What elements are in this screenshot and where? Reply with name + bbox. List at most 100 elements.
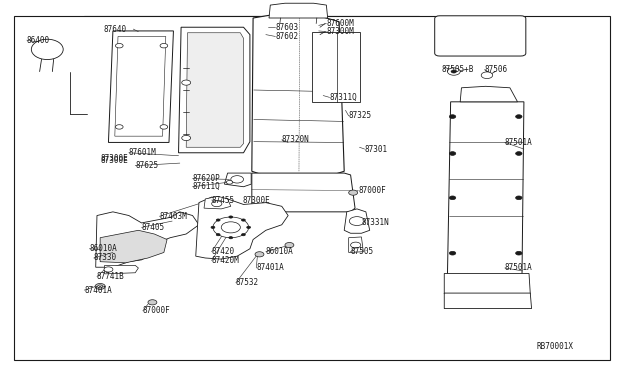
Polygon shape [204, 196, 231, 209]
Circle shape [516, 152, 522, 155]
Polygon shape [447, 102, 524, 275]
Circle shape [216, 219, 220, 221]
Circle shape [449, 115, 456, 118]
Text: 87506: 87506 [484, 65, 508, 74]
Text: 87311Q: 87311Q [330, 93, 357, 102]
Text: 86400: 86400 [27, 36, 50, 45]
Polygon shape [252, 173, 355, 212]
Text: 87403M: 87403M [159, 212, 187, 221]
Circle shape [285, 243, 294, 248]
Circle shape [221, 222, 241, 233]
Circle shape [246, 226, 250, 228]
Text: 87000F: 87000F [358, 186, 386, 195]
Text: 87611Q: 87611Q [193, 182, 220, 191]
Text: 87625: 87625 [135, 161, 158, 170]
Circle shape [182, 135, 191, 141]
Text: 87000F: 87000F [143, 306, 171, 315]
Circle shape [516, 115, 522, 118]
Polygon shape [108, 31, 173, 142]
Bar [475, 32, 499, 42]
Circle shape [211, 226, 215, 228]
Text: 87331N: 87331N [362, 218, 389, 227]
Circle shape [241, 219, 245, 221]
Polygon shape [225, 173, 251, 187]
Polygon shape [196, 197, 288, 259]
Text: 87401A: 87401A [84, 286, 112, 295]
Circle shape [160, 44, 168, 48]
Bar [445, 32, 472, 42]
Text: 87601M: 87601M [129, 148, 157, 157]
Circle shape [216, 234, 220, 236]
FancyBboxPatch shape [435, 16, 526, 56]
Text: 87300E: 87300E [100, 154, 128, 163]
Circle shape [241, 234, 245, 236]
Circle shape [447, 68, 460, 75]
Text: 87300E: 87300E [100, 155, 128, 165]
Circle shape [231, 176, 244, 183]
Text: 87300E: 87300E [243, 196, 270, 205]
Circle shape [212, 201, 222, 207]
Circle shape [98, 285, 102, 288]
Bar [84, 16, 419, 341]
Circle shape [351, 242, 361, 248]
Text: 87505: 87505 [351, 247, 374, 256]
Polygon shape [186, 33, 244, 147]
Circle shape [349, 190, 358, 195]
Text: 87501A: 87501A [505, 263, 532, 272]
Text: 87405: 87405 [141, 223, 164, 232]
Polygon shape [444, 273, 531, 294]
Circle shape [115, 125, 123, 129]
Polygon shape [444, 293, 532, 309]
Polygon shape [344, 209, 370, 233]
Circle shape [449, 152, 456, 155]
Polygon shape [252, 13, 344, 175]
Text: 87501A: 87501A [505, 138, 532, 147]
Polygon shape [115, 36, 166, 136]
Text: 86010A: 86010A [90, 244, 117, 253]
Polygon shape [269, 3, 328, 18]
Polygon shape [460, 86, 518, 102]
Text: 87401A: 87401A [256, 263, 284, 272]
Text: 87620P: 87620P [193, 174, 220, 183]
Text: 87505+B: 87505+B [441, 65, 474, 74]
Circle shape [255, 252, 264, 257]
Text: 87532: 87532 [236, 278, 259, 287]
Circle shape [349, 217, 365, 225]
Text: 87603: 87603 [275, 23, 298, 32]
Text: RB70001X: RB70001X [537, 342, 573, 351]
Text: 87602: 87602 [275, 32, 298, 41]
Circle shape [104, 267, 113, 272]
Circle shape [95, 283, 105, 289]
Circle shape [516, 251, 522, 255]
Text: 86010A: 86010A [266, 247, 294, 256]
Text: 87420M: 87420M [212, 256, 239, 265]
Polygon shape [96, 212, 199, 267]
Bar [312, 32, 360, 102]
Circle shape [481, 72, 493, 78]
Circle shape [213, 217, 248, 238]
Circle shape [227, 180, 233, 184]
Circle shape [229, 216, 233, 218]
Text: 87300M: 87300M [326, 27, 354, 36]
Text: 87741B: 87741B [97, 272, 125, 281]
Circle shape [182, 80, 191, 85]
Circle shape [229, 237, 233, 239]
Polygon shape [104, 265, 138, 274]
Text: 87325: 87325 [349, 111, 372, 121]
Text: 87330: 87330 [94, 253, 117, 263]
Polygon shape [349, 237, 364, 253]
Text: 87301: 87301 [365, 145, 388, 154]
Circle shape [115, 44, 123, 48]
Polygon shape [179, 27, 250, 153]
Text: 87640: 87640 [103, 25, 127, 33]
Text: 87600M: 87600M [326, 19, 354, 28]
Text: 87420: 87420 [212, 247, 235, 256]
Circle shape [449, 196, 456, 200]
Text: 87320N: 87320N [282, 135, 310, 144]
Polygon shape [100, 230, 167, 263]
Text: 87455: 87455 [212, 196, 235, 205]
Circle shape [148, 300, 157, 305]
Circle shape [516, 196, 522, 200]
Ellipse shape [31, 39, 63, 60]
Circle shape [160, 125, 168, 129]
